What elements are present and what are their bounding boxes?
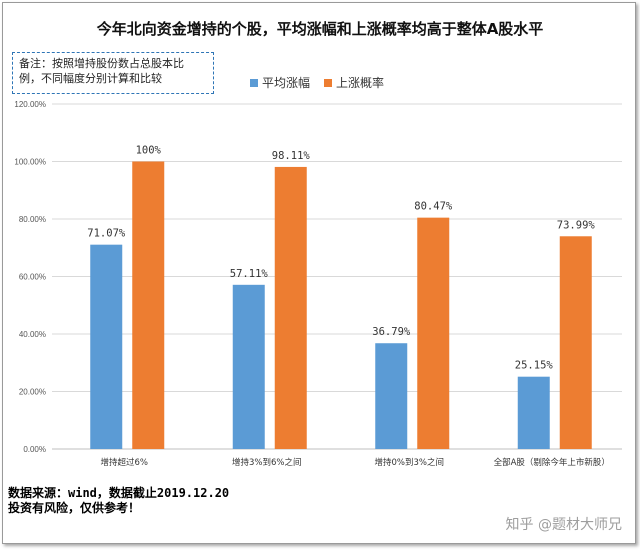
source-line-2: 投资有风险，仅供参考！ xyxy=(8,501,141,515)
legend-label-series2: 上涨概率 xyxy=(336,76,385,90)
legend-item-series2: 上涨概率 xyxy=(324,74,384,91)
y-tick-label: 60.00% xyxy=(19,273,46,282)
bar-up-prob xyxy=(274,166,307,449)
legend-swatch-series1 xyxy=(250,78,258,87)
bar-avg-gain xyxy=(232,284,265,449)
note-line-1: 备注：按照增持股份数占总股本比 xyxy=(19,57,184,70)
chart-title: 今年北向资金增持的个股，平均涨幅和上涨概率均高于整体A股水平 xyxy=(96,20,544,38)
bar-avg-gain xyxy=(375,343,408,449)
y-tick-label: 40.00% xyxy=(19,330,46,339)
category-label: 增持3%到6%之间 xyxy=(232,457,301,468)
legend-item-series1: 平均涨幅 xyxy=(250,74,310,91)
y-tick-label: 80.00% xyxy=(19,215,46,224)
source-line-1: 数据来源：wind，数据截止2019.12.20 xyxy=(8,486,230,500)
note-line-2: 例，不同幅度分别计算和比较 xyxy=(19,72,162,85)
y-tick-label: 100.00% xyxy=(14,158,46,167)
legend-label-series1: 平均涨幅 xyxy=(262,76,311,90)
data-label: 57.11% xyxy=(230,268,269,280)
data-label: 73.99% xyxy=(557,219,596,231)
data-label: 25.15% xyxy=(515,360,554,372)
category-label: 全部A股（剔除今年上市新股） xyxy=(494,457,610,468)
bar-up-prob xyxy=(559,236,592,449)
bar-up-prob xyxy=(132,161,165,449)
y-tick-label: 120.00% xyxy=(14,100,46,109)
bar-up-prob xyxy=(417,217,450,449)
data-label: 100% xyxy=(136,145,162,157)
note-box: 备注：按照增持股份数占总股本比 例，不同幅度分别计算和比较 xyxy=(12,52,214,94)
watermark: 知乎 @题材大师兄 xyxy=(505,517,622,533)
bar-avg-gain xyxy=(517,376,550,449)
data-label: 36.79% xyxy=(372,326,411,338)
data-label: 71.07% xyxy=(87,228,126,240)
data-label: 80.47% xyxy=(414,201,453,213)
y-tick-label: 20.00% xyxy=(19,388,46,397)
data-source: 数据来源：wind，数据截止2019.12.20 投资有风险，仅供参考！ xyxy=(8,486,229,516)
chart-legend: 平均涨幅 上涨概率 xyxy=(250,74,384,91)
data-label: 98.11% xyxy=(272,150,311,162)
y-tick-label: 0.00% xyxy=(23,445,46,454)
category-label: 增持超过6% xyxy=(101,457,149,468)
legend-swatch-series2 xyxy=(324,78,333,87)
bar-avg-gain xyxy=(90,244,123,449)
category-label: 增持0%到3%之间 xyxy=(375,457,444,468)
